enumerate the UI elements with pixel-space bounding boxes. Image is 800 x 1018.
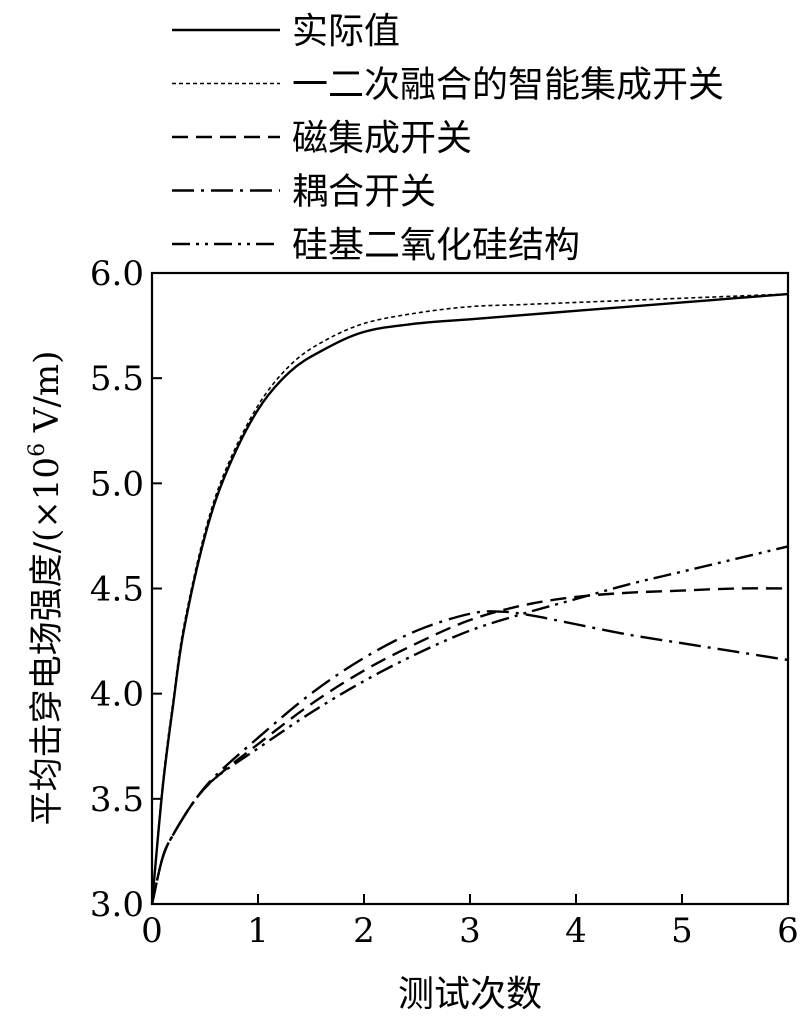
legend-label-2: 一二次融合的智能集成开关 [292, 65, 724, 106]
axes: 0 1 2 3 4 5 6 3.0 3.5 4.0 4.5 5.0 5.5 6.0 [90, 254, 799, 951]
x-tick-label: 2 [353, 911, 375, 951]
plot-area [150, 292, 789, 905]
y-tick-label: 5.0 [90, 464, 144, 504]
y-axis-label-main: 平均击穿电场强度/(×10 [27, 457, 67, 825]
y-axis-label: 平均击穿电场强度/(×106 V/m) [25, 351, 67, 826]
y-axis-label-unit: V/m) [27, 351, 67, 443]
series-line-3 [150, 587, 789, 905]
x-tick-label: 5 [671, 911, 693, 951]
y-tick-label: 3.5 [90, 780, 144, 820]
y-tick-label: 3.0 [90, 885, 144, 925]
x-tick-label: 0 [141, 911, 163, 951]
y-tick-label: 5.5 [90, 359, 144, 399]
legend-label-4: 耦合开关 [292, 172, 436, 213]
y-tick-label: 4.5 [90, 570, 144, 610]
plot-frame [150, 271, 790, 906]
series-line-2 [151, 293, 789, 905]
x-tick-label: 4 [565, 911, 587, 951]
y-axis-label-exponent: 6 [25, 443, 50, 457]
y-tick-label: 6.0 [90, 254, 144, 294]
x-tick-label: 3 [459, 911, 481, 951]
legend-label-3: 磁集成开关 [292, 118, 472, 159]
legend-label-5: 硅基二氧化硅结构 [292, 225, 580, 266]
series-line-4 [150, 610, 789, 905]
legend-label-1: 实际值 [292, 11, 400, 52]
series-line-5 [150, 545, 789, 905]
y-tick-label: 4.0 [90, 675, 144, 715]
series-line-1 [150, 292, 789, 905]
x-axis-label: 测试次数 [398, 974, 542, 1015]
x-tick-label: 1 [247, 911, 269, 951]
x-tick-label: 6 [777, 911, 799, 951]
